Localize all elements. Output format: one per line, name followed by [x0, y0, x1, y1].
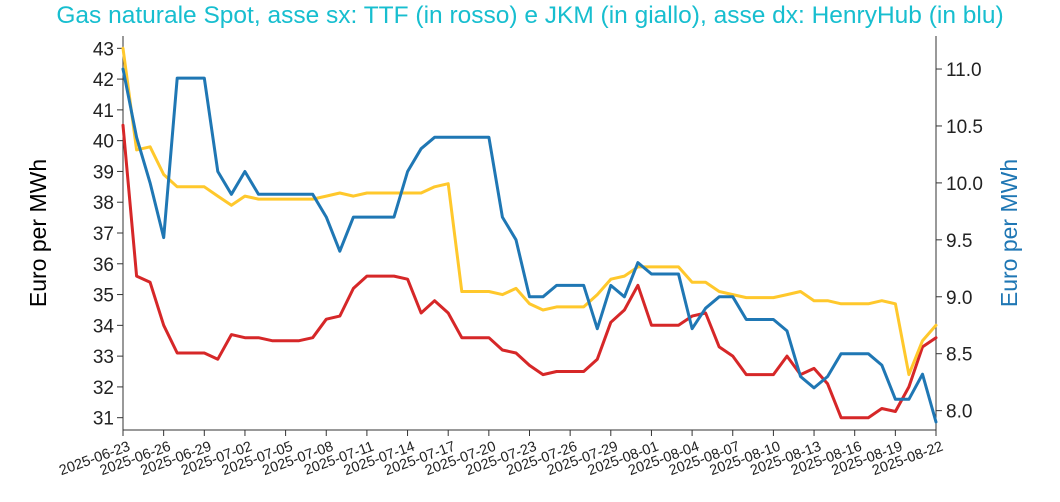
y-tick-left-label: 43	[93, 39, 114, 60]
series-line-2	[121, 67, 938, 424]
y-tick-right-label: 8.5	[946, 345, 972, 366]
series-line-1	[121, 46, 938, 377]
series-line-0	[121, 123, 938, 420]
y-axis-left-label: Euro per MWh	[25, 159, 51, 307]
y-tick-right-label: 9.0	[946, 288, 972, 309]
y-axis-right-label: Euro per MWh	[996, 159, 1022, 307]
y-tick-right-label: 9.5	[946, 231, 972, 252]
y-tick-right-label: 10.5	[946, 117, 983, 138]
y-tick-left-label: 38	[93, 193, 114, 214]
y-tick-left-label: 36	[93, 255, 114, 276]
y-tick-left-label: 33	[93, 347, 114, 368]
y-tick-right-label: 11.0	[946, 60, 982, 81]
y-tick-right-label: 10.0	[946, 174, 983, 195]
y-tick-right-label: 8.0	[946, 402, 972, 423]
y-tick-left-label: 35	[93, 286, 114, 307]
y-tick-left-label: 40	[93, 132, 114, 153]
y-tick-left-label: 42	[93, 70, 114, 91]
series-lines	[121, 46, 938, 424]
y-tick-left-label: 39	[93, 162, 114, 183]
y-tick-left-label: 34	[93, 316, 115, 337]
y-tick-left-label: 32	[93, 378, 114, 399]
y-tick-left-label: 41	[93, 101, 114, 122]
y-tick-left-label: 31	[93, 409, 114, 430]
chart-title: Gas naturale Spot, asse sx: TTF (in ross…	[56, 2, 1004, 29]
y-tick-left-label: 37	[93, 224, 114, 245]
